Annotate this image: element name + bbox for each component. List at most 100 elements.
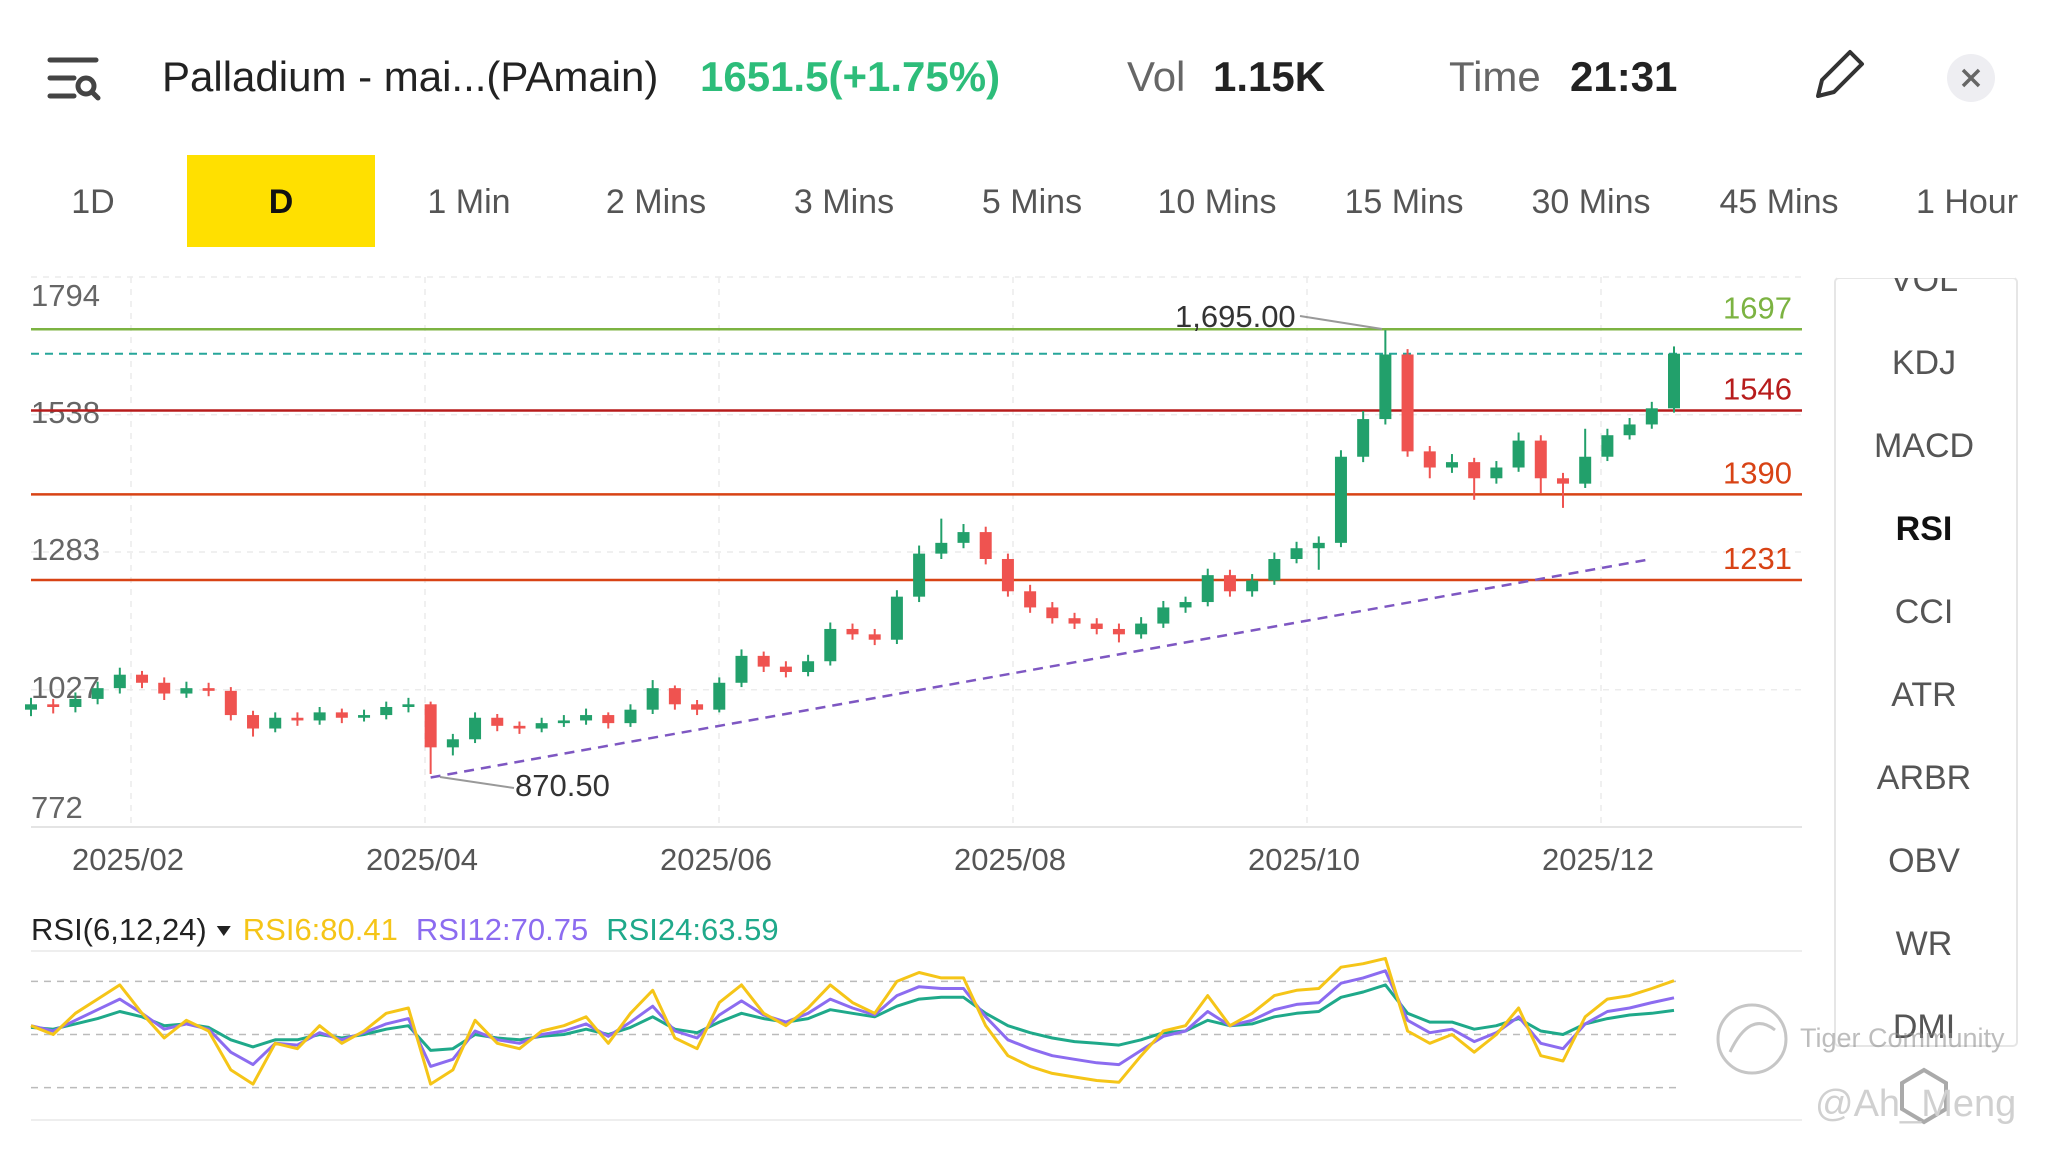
candle-body <box>91 688 104 699</box>
tab[interactable]: 3 Mins <box>794 183 894 221</box>
indicator-option[interactable]: RSI <box>1896 510 1953 548</box>
tab[interactable]: 5 Mins <box>982 183 1082 221</box>
candle-body <box>424 704 437 748</box>
candle-body <box>1601 435 1614 457</box>
candle-body <box>1024 591 1037 608</box>
vol-value: 1.15K <box>1213 53 1325 100</box>
tab-label: 10 Mins <box>1157 183 1276 221</box>
tab-label: 1 Min <box>427 183 510 221</box>
candle-body <box>735 655 748 683</box>
tab-label: 1 Hour <box>1916 183 2018 221</box>
tab-label: D <box>269 183 294 221</box>
candle-body <box>469 717 482 740</box>
search-handle <box>89 89 101 101</box>
candle-body <box>1534 440 1547 479</box>
candle-body <box>402 704 415 707</box>
candle-body <box>1645 408 1658 425</box>
price-level-label: 1546 <box>1723 372 1792 407</box>
price-level-label: 1697 <box>1723 290 1792 325</box>
trendline <box>430 557 1653 779</box>
candle-body <box>1334 456 1347 543</box>
tab[interactable]: 15 Mins <box>1344 183 1463 221</box>
y-tick-label: 1283 <box>31 532 100 567</box>
tab[interactable]: 30 Mins <box>1531 183 1650 221</box>
candle-body <box>1135 623 1148 635</box>
candle-body <box>1246 580 1259 592</box>
watermark-user: @Ah_Meng <box>1815 1083 2016 1125</box>
candle-body <box>313 712 326 721</box>
price-chart: 2025/02 2025/04 2025/06 2025/08 2025/10 2025/… <box>25 276 1802 877</box>
edit-icon[interactable] <box>1816 50 1864 98</box>
candle-body <box>1668 353 1680 409</box>
candle-body <box>291 717 304 721</box>
tab[interactable]: 45 Mins <box>1719 183 1838 221</box>
candle-body <box>557 720 570 724</box>
indicator-option[interactable]: CCI <box>1895 593 1954 631</box>
close-x <box>1961 68 1981 88</box>
watermark-logo <box>1716 1003 1788 1075</box>
legend-entry: RSI24:63.59 <box>606 912 778 947</box>
candle-body <box>1512 440 1525 468</box>
indicator-option[interactable]: WR <box>1896 925 1953 963</box>
annotation-leader <box>1299 315 1383 330</box>
candle-body <box>269 717 282 729</box>
tab[interactable]: D <box>187 155 375 247</box>
period-tabs: 1D D 1 Min 2 Mins 3 Mins 5 Mins 10 Mins 15 Mins… <box>71 155 2018 247</box>
x-tick-label: 2025/04 <box>366 842 478 877</box>
candle-body <box>957 532 970 543</box>
candle-body <box>513 725 526 729</box>
candle-body <box>491 717 504 726</box>
rsi-line <box>30 956 1675 1086</box>
close-button[interactable] <box>1947 54 1995 102</box>
rsi-chart: RSI(6,12,24) RSI6:80.41 RSI12:70.75 RSI24:6… <box>30 912 1802 1121</box>
candle-body <box>1379 354 1392 420</box>
tab[interactable]: 1D <box>71 183 114 221</box>
time-label: Time <box>1449 53 1541 100</box>
x-tick-label: 2025/10 <box>1248 842 1360 877</box>
candle-body <box>602 715 615 724</box>
indicator-option[interactable]: KDJ <box>1892 344 1956 382</box>
candle-body <box>691 704 704 710</box>
tab[interactable]: 1 Hour <box>1916 183 2018 221</box>
dropdown-caret[interactable] <box>216 926 231 936</box>
candle-body <box>1046 607 1059 619</box>
menu-icon[interactable] <box>47 57 101 101</box>
candle-body <box>1468 462 1481 479</box>
candle-body <box>136 674 149 683</box>
candle-body <box>335 712 348 718</box>
low-annotation: 870.50 <box>515 768 610 803</box>
instrument-title: Palladium - mai...(PAmain) <box>162 53 658 100</box>
candle-body <box>1556 478 1569 484</box>
tab[interactable]: 2 Mins <box>606 183 706 221</box>
candle-body <box>668 688 681 705</box>
indicator-option[interactable]: ARBR <box>1877 759 1971 797</box>
tab-highlight <box>187 155 375 247</box>
indicator-option[interactable]: OBV <box>1888 842 1960 880</box>
indicator-option[interactable]: ATR <box>1891 676 1956 714</box>
tab-label: 3 Mins <box>794 183 894 221</box>
indicator-option[interactable]: DMI <box>1893 1008 1955 1046</box>
y-tick-label: 772 <box>31 790 83 825</box>
candle-body <box>846 628 859 635</box>
rsi-title: RSI(6,12,24) <box>31 912 207 947</box>
watermark: Tiger Community @Ah_Meng <box>1716 1003 2016 1125</box>
pencil <box>1816 50 1864 98</box>
candle-body <box>446 739 459 748</box>
tab-label: 5 Mins <box>982 183 1082 221</box>
search-lens <box>75 75 97 97</box>
tab[interactable]: 10 Mins <box>1157 183 1276 221</box>
tab[interactable]: 1 Min <box>427 183 510 221</box>
candle-body <box>1579 456 1592 484</box>
price-level-label: 1231 <box>1723 541 1792 576</box>
price-level-label: 1390 <box>1723 456 1792 491</box>
candle-body <box>113 674 126 689</box>
candle-body <box>1445 462 1458 468</box>
indicator-option[interactable]: MACD <box>1874 427 1974 465</box>
candle-body <box>1490 467 1503 479</box>
candle-body <box>247 715 260 729</box>
watermark-hex <box>1900 1067 1948 1125</box>
candle-body <box>1357 419 1370 457</box>
